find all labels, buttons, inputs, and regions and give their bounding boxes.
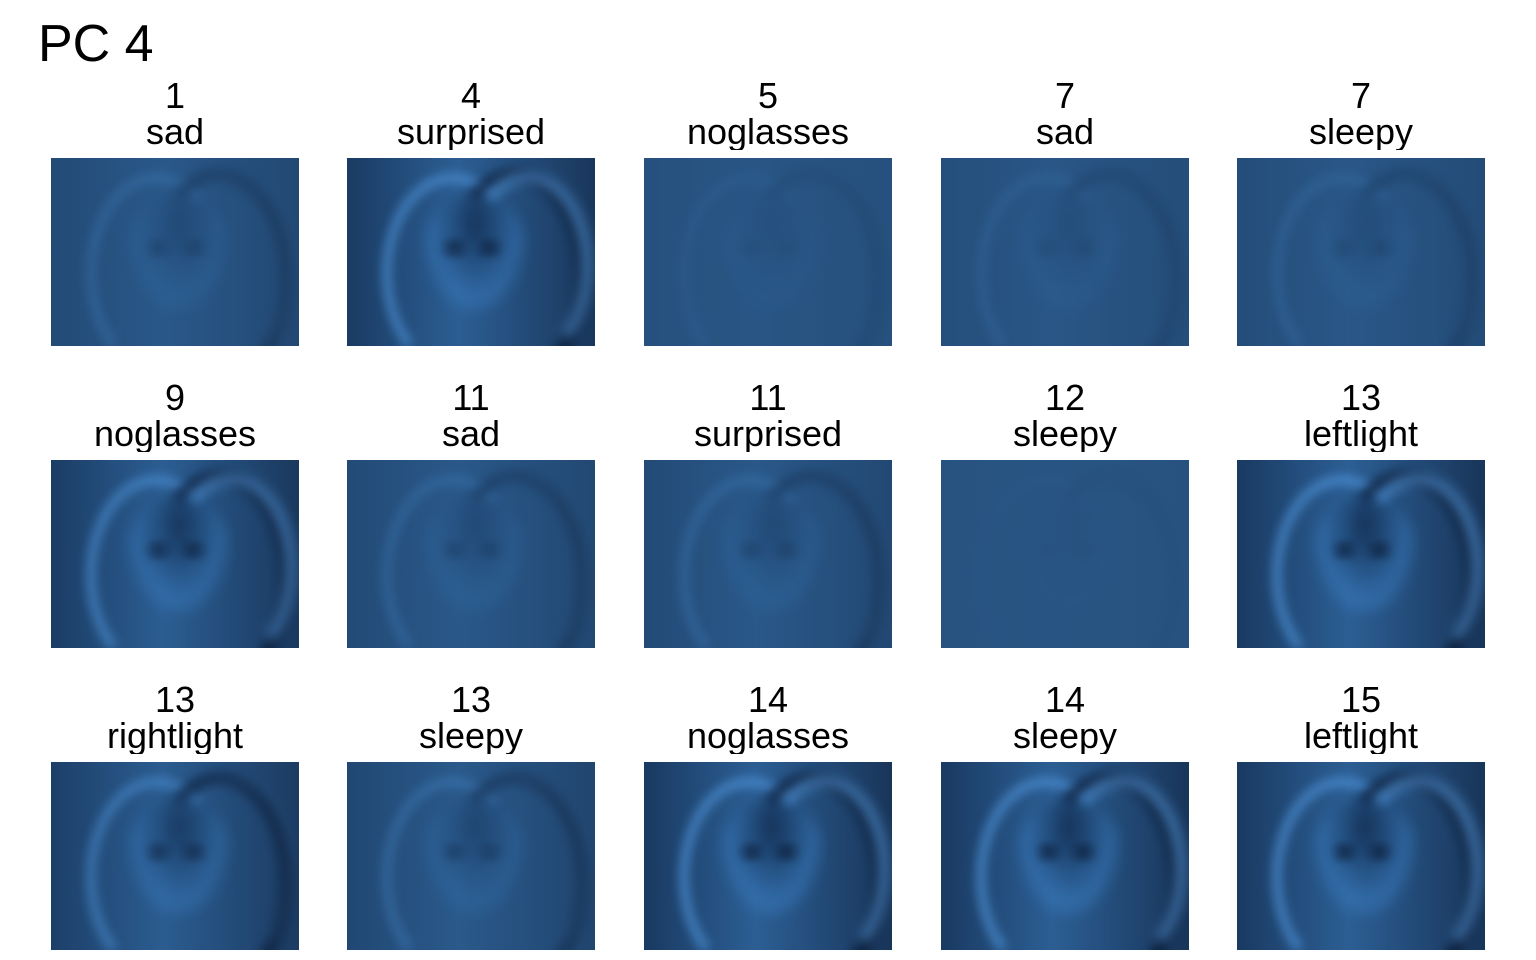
subject-number: 15 [1340, 679, 1382, 720]
eigenface-image [644, 460, 892, 648]
subject-number: 11 [749, 377, 787, 418]
eigenface-image [1237, 158, 1485, 346]
condition-label: sleepy [1308, 114, 1414, 150]
eigenface-image [347, 158, 595, 346]
condition-label: noglasses [93, 416, 257, 452]
eigenface-image [51, 762, 299, 950]
figure-title: PC 4 [38, 15, 154, 73]
condition-label: sad [145, 114, 205, 150]
subject-number: 5 [757, 75, 779, 116]
eigenface-image [1237, 460, 1485, 648]
condition-label: sad [1035, 114, 1095, 150]
subject-number: 13 [450, 679, 492, 720]
subject-number: 7 [1350, 75, 1372, 116]
eigenface-image [51, 158, 299, 346]
eigenface-image [347, 460, 595, 648]
subject-number: 14 [747, 679, 789, 720]
eigenface-image [941, 762, 1189, 950]
condition-label: leftlight [1303, 718, 1419, 754]
subject-number: 4 [460, 75, 482, 116]
condition-label: leftlight [1303, 416, 1419, 452]
subject-number: 7 [1054, 75, 1076, 116]
eigenface-image [941, 158, 1189, 346]
subject-number: 12 [1044, 377, 1086, 418]
subject-number: 13 [154, 679, 196, 720]
condition-label: noglasses [686, 114, 850, 150]
condition-label: surprised [396, 114, 546, 150]
condition-label: sleepy [1012, 416, 1118, 452]
condition-label: surprised [693, 416, 843, 452]
subject-number: 9 [164, 377, 186, 418]
subject-number: 1 [164, 75, 186, 116]
condition-label: rightlight [106, 718, 244, 754]
eigenface-image [1237, 762, 1485, 950]
condition-label: sleepy [1012, 718, 1118, 754]
condition-label: sleepy [418, 718, 524, 754]
subject-number: 14 [1044, 679, 1086, 720]
condition-label: sad [441, 416, 501, 452]
subject-number: 11 [452, 377, 490, 418]
eigenface-image [347, 762, 595, 950]
eigenface-image [644, 762, 892, 950]
subject-number: 13 [1340, 377, 1382, 418]
eigenface-image [644, 158, 892, 346]
eigenface-image [941, 460, 1189, 648]
eigenface-image [51, 460, 299, 648]
condition-label: noglasses [686, 718, 850, 754]
